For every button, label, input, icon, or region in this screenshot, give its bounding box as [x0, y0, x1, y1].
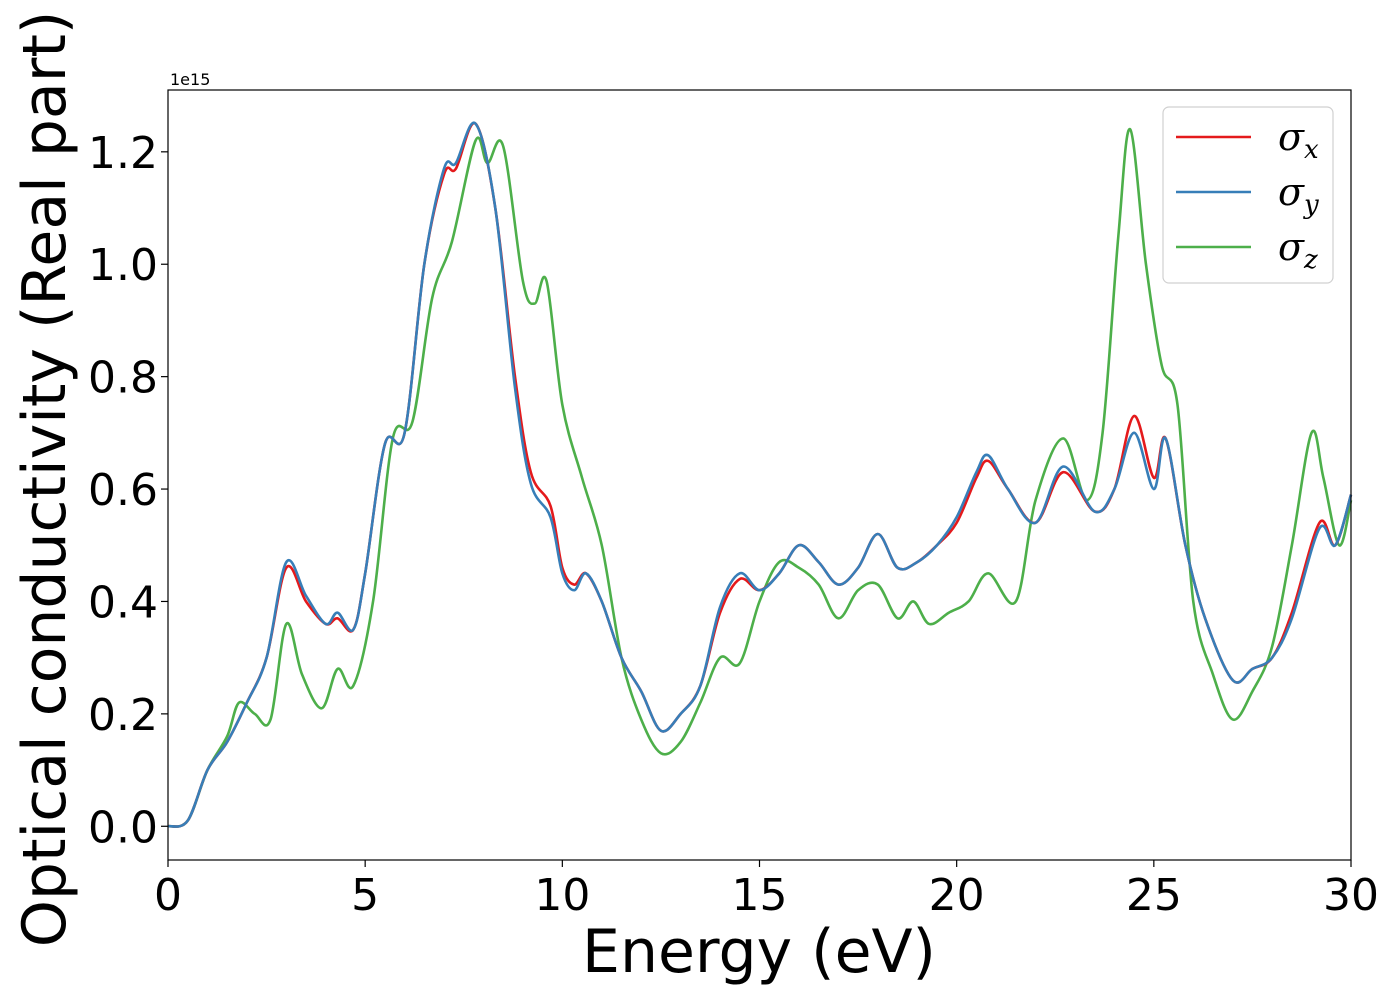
legend-label-y: σy — [1278, 170, 1319, 220]
plot-area-frame — [167, 89, 1352, 861]
series-line-z — [167, 128, 1353, 828]
y-offset-label: 1e15 — [170, 70, 210, 89]
x-axis-label: Energy (eV) — [582, 917, 936, 987]
series-lines — [167, 121, 1353, 828]
legend-label-x: σx — [1278, 115, 1319, 165]
y-tick-label: 1.0 — [88, 240, 158, 291]
y-tick-label: 0.0 — [88, 802, 158, 853]
legend-label-z: σz — [1278, 225, 1318, 275]
x-tick-label: 5 — [351, 870, 379, 921]
y-tick-label: 1.2 — [88, 128, 158, 179]
y-tick-label: 0.6 — [88, 465, 158, 516]
x-tick-label: 30 — [1323, 870, 1379, 921]
legend-box — [1162, 106, 1334, 284]
axis-ticks: 0 5 10 15 20 25 30 0.0 0.2 0.4 0.6 0.8 1.0 1.2 — [88, 128, 1379, 921]
x-tick-label: 0 — [154, 870, 182, 921]
y-tick-label: 0.2 — [88, 690, 158, 741]
y-tick-label: 0.4 — [88, 577, 158, 628]
x-tick-label: 15 — [732, 870, 788, 921]
x-tick-label: 25 — [1126, 870, 1182, 921]
x-tick-label: 20 — [929, 870, 985, 921]
y-axis-label: Optical conductivity (Real part) — [10, 11, 80, 948]
x-tick-label: 10 — [534, 870, 590, 921]
y-tick-label: 0.8 — [88, 353, 158, 404]
series-line-y — [167, 121, 1353, 828]
